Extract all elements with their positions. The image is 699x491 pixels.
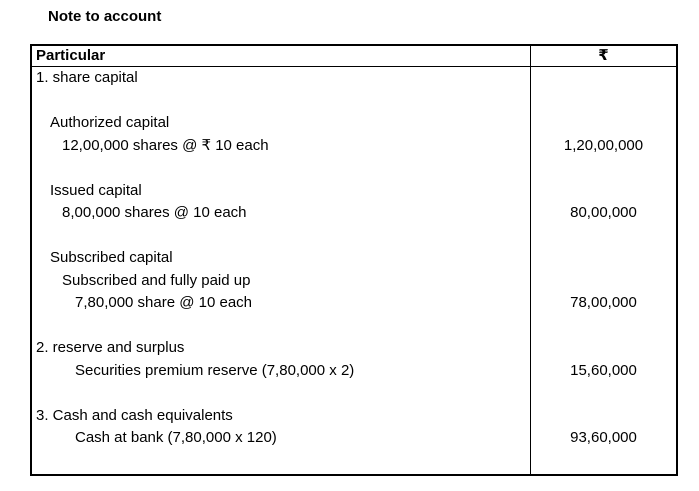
amount-line <box>531 112 676 135</box>
amount-line <box>531 225 676 248</box>
amount-line <box>531 382 676 405</box>
particular-line <box>32 225 530 248</box>
amount-line <box>531 315 676 338</box>
amount-line: 15,60,000 <box>570 361 637 379</box>
particular-line <box>32 315 530 338</box>
particular-line: 7,80,000 share @ 10 each <box>75 294 253 311</box>
amount-line <box>531 67 676 90</box>
amount-line <box>531 270 676 293</box>
particular-line: 2. reserve and surplus <box>36 339 185 356</box>
particular-line: 12,00,000 shares @ ₹ 10 each <box>62 136 269 154</box>
amount-line <box>531 247 676 270</box>
particular-line: 1. share capital <box>36 69 138 86</box>
particular-line: 3. Cash and cash equivalents <box>36 406 233 424</box>
amount-line <box>531 180 676 203</box>
particular-line: Authorized capital <box>50 114 170 131</box>
amount-line: 80,00,000 <box>570 204 637 221</box>
column-header-particular: Particular <box>36 47 106 64</box>
particular-line: Securities premium reserve (7,80,000 x 2… <box>75 361 355 379</box>
particular-line: Subscribed and fully paid up <box>62 271 251 289</box>
table-body: 1. share capital Authorized capital 12,00,… <box>32 67 676 474</box>
particulars-column: 1. share capital Authorized capital 12,00,… <box>32 67 530 474</box>
particular-line: 8,00,000 shares @ 10 each <box>62 204 247 221</box>
amounts-column: 1,20,00,000 80,00,000 78,00,000 15,60,000 93… <box>530 67 676 474</box>
particular-line: Subscribed capital <box>50 249 173 266</box>
amount-line: 1,20,00,000 <box>563 136 644 154</box>
particular-line: Cash at bank (7,80,000 x 120) <box>75 429 277 446</box>
particular-line <box>32 157 530 180</box>
amount-line: 78,00,000 <box>570 294 637 311</box>
table-header-row: Particular ₹ <box>32 46 676 67</box>
particular-line: Issued capital <box>50 181 142 199</box>
amount-line <box>531 157 676 180</box>
particular-line <box>32 90 530 113</box>
note-to-account-table: Particular ₹ 1. share capital Authorized … <box>30 44 678 476</box>
amount-line <box>531 90 676 113</box>
page-title: Note to account <box>48 8 162 25</box>
amount-line: 93,60,000 <box>570 429 637 446</box>
amount-line <box>531 337 676 360</box>
column-header-rupee-symbol: ₹ <box>530 46 676 66</box>
particular-line <box>32 382 530 405</box>
amount-line <box>531 405 676 428</box>
